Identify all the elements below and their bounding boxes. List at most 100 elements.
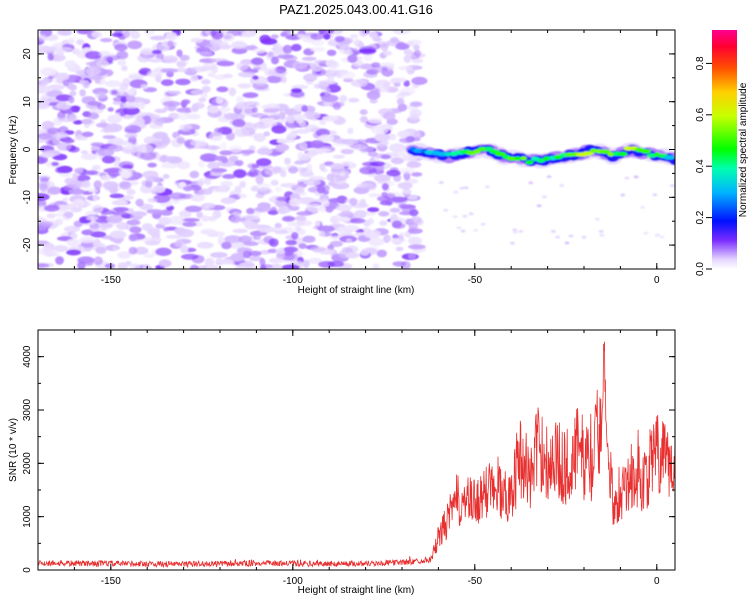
noise-blob	[399, 137, 415, 144]
noise-blob	[154, 108, 167, 114]
noise-blob	[318, 82, 330, 89]
noise-blob	[79, 89, 86, 97]
noise-blob	[350, 79, 368, 88]
noise-blob	[100, 175, 112, 181]
noise-blob	[302, 235, 316, 243]
noise-blob	[274, 222, 282, 229]
noise-blob	[323, 33, 331, 40]
noise-blob	[394, 77, 407, 83]
noise-blob	[390, 196, 408, 203]
noise-blob	[135, 198, 144, 207]
y-tick-label: -10	[22, 190, 33, 205]
noise-blob	[56, 101, 72, 110]
noise-blob	[270, 206, 278, 216]
noise-blob	[256, 148, 273, 155]
snr-panel: -150 -100 -50 0 0 1000 2000 3000 4000 Height of …	[8, 329, 676, 596]
noise-blob	[408, 244, 426, 250]
noise-blob	[242, 219, 253, 226]
noise-blob	[248, 255, 263, 262]
noise-blob	[81, 180, 91, 189]
noise-blob	[67, 37, 75, 45]
noise-blob	[294, 160, 305, 165]
signal-speck	[536, 204, 542, 208]
noise-blob	[68, 84, 77, 91]
noise-blob	[319, 30, 335, 35]
noise-blobs	[38, 30, 428, 269]
noise-blob	[270, 34, 279, 39]
noise-blob	[272, 166, 282, 174]
noise-blob	[413, 44, 420, 50]
noise-blob	[39, 183, 48, 192]
noise-blob	[340, 71, 356, 80]
noise-blob	[386, 169, 401, 177]
noise-blob	[271, 150, 278, 157]
noise-blob	[62, 197, 69, 203]
noise-blob	[57, 165, 73, 174]
signal-core	[525, 160, 534, 165]
noise-blob	[153, 194, 171, 204]
noise-blob	[126, 94, 136, 103]
noise-blob	[79, 236, 96, 244]
noise-blob	[74, 167, 84, 174]
noise-blob	[242, 101, 258, 106]
noise-blob	[228, 242, 246, 249]
noise-blob	[64, 177, 76, 185]
noise-blob	[196, 241, 214, 249]
signal-core	[437, 151, 447, 157]
noise-blob	[44, 204, 60, 212]
noise-blob	[403, 49, 413, 55]
signal-core	[640, 149, 652, 154]
noise-blob	[76, 39, 85, 46]
noise-blob	[408, 228, 423, 234]
noise-blob	[256, 158, 272, 167]
noise-blob	[200, 153, 218, 162]
noise-blob	[207, 72, 216, 78]
signal-speck	[468, 212, 474, 216]
noise-blob	[183, 185, 193, 192]
noise-blob	[392, 30, 411, 35]
colorbar-tick-label: 0.6	[695, 107, 706, 121]
noise-blob	[162, 55, 179, 63]
noise-blob	[237, 193, 248, 199]
noise-blob	[289, 198, 301, 207]
noise-blob	[358, 63, 375, 70]
noise-blob	[56, 142, 72, 151]
noise-blob	[151, 49, 162, 55]
y-tick-label: 0	[22, 567, 33, 573]
noise-blob	[403, 171, 411, 181]
signal-speck	[518, 229, 524, 233]
noise-blob	[232, 228, 249, 234]
signal-speck	[480, 222, 486, 226]
colorbar-tick-label: 0.0	[695, 262, 706, 276]
noise-blob	[211, 65, 218, 74]
noise-blob	[118, 168, 133, 177]
noise-blob	[360, 249, 370, 256]
noise-blob	[288, 166, 299, 174]
noise-blob	[64, 203, 77, 210]
noise-blob	[175, 67, 188, 73]
noise-blob	[111, 32, 124, 38]
noise-blob	[343, 174, 350, 179]
noise-blob	[368, 31, 379, 39]
noise-blob	[38, 199, 47, 208]
noise-blob	[38, 156, 46, 164]
noise-blob	[123, 102, 140, 109]
noise-blob	[104, 80, 122, 87]
noise-blob	[368, 237, 385, 247]
noise-blob	[168, 90, 182, 95]
noise-blob	[257, 202, 271, 210]
noise-blob	[247, 163, 259, 169]
noise-blob	[285, 239, 298, 246]
noise-blob	[162, 227, 170, 232]
noise-blob	[204, 178, 212, 186]
signal-speck	[463, 186, 469, 190]
noise-blob	[378, 211, 390, 217]
noise-blob	[363, 53, 373, 62]
noise-blob	[158, 259, 172, 268]
noise-blob	[314, 220, 321, 227]
x-tick-label: -100	[283, 576, 303, 587]
noise-blob	[204, 204, 216, 209]
snr-ylabel: SNR (10 * v/v)	[8, 418, 19, 482]
signal-speck	[473, 228, 479, 232]
noise-blob	[220, 197, 237, 204]
